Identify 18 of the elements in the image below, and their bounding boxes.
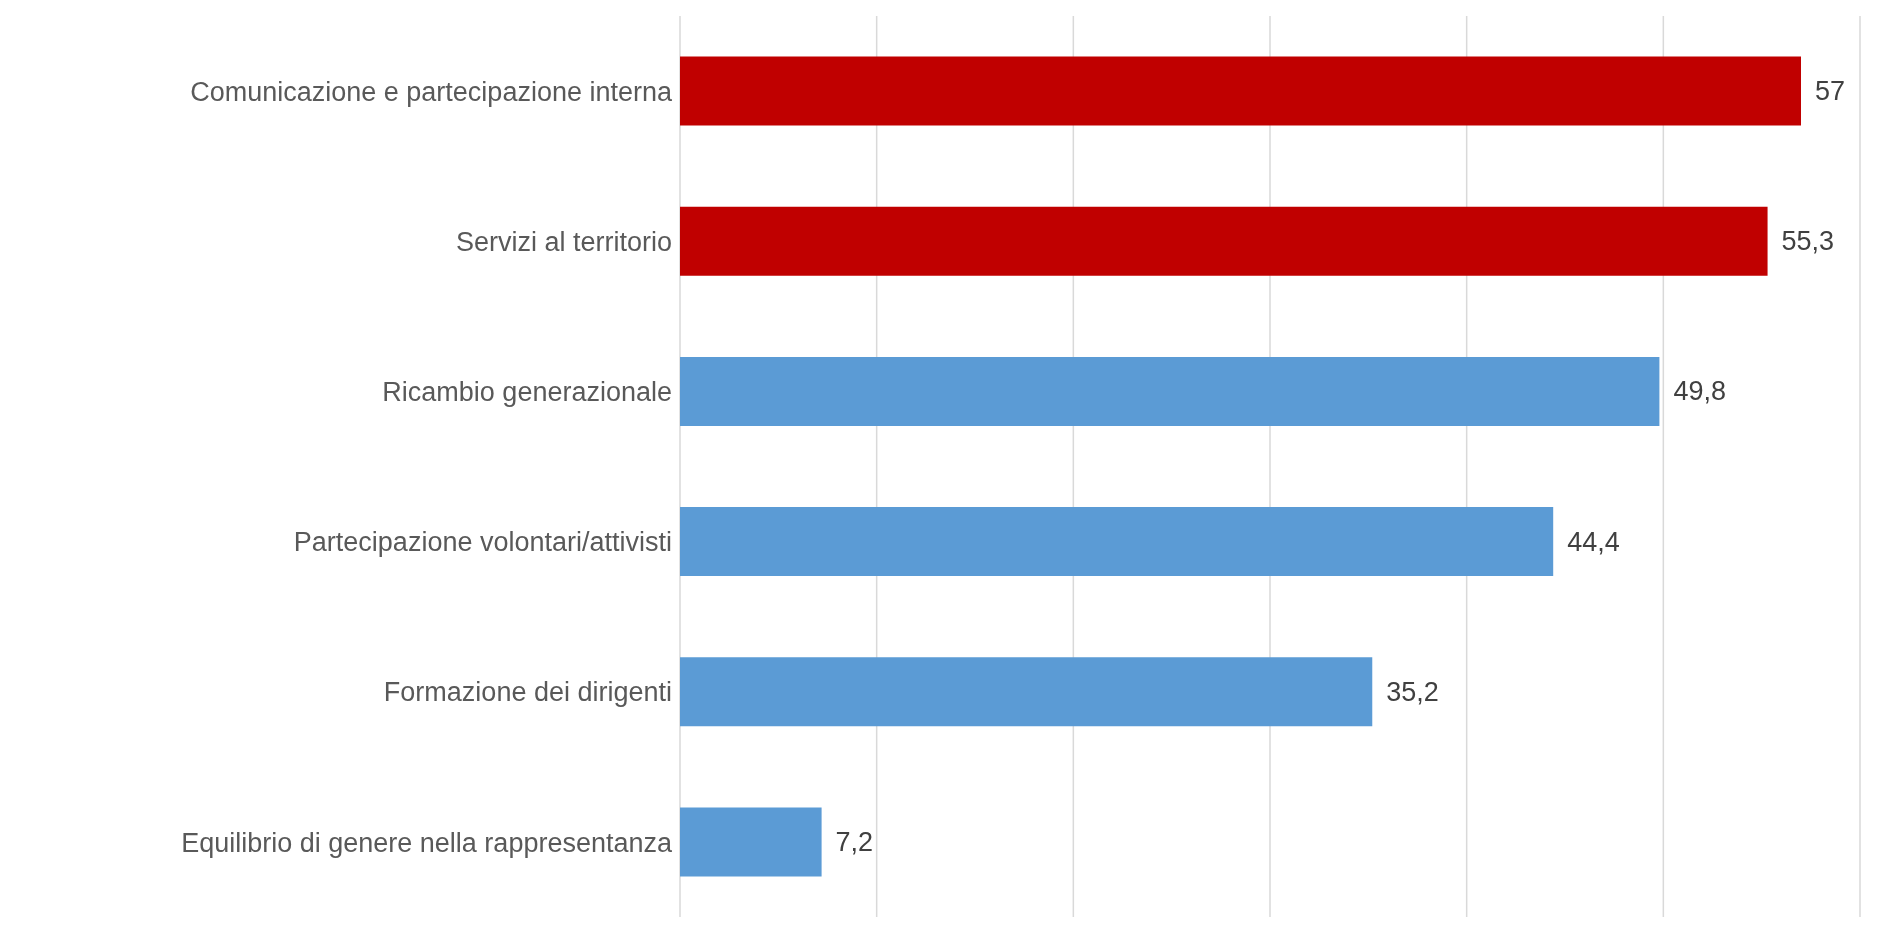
y-tick-label: Formazione dei dirigenti (383, 677, 672, 708)
data-label: 7,2 (835, 826, 874, 857)
y-tick-label: Servizi al territorio (455, 226, 672, 257)
data-label: 55,3 (1781, 226, 1835, 257)
data-label: 35,2 (1386, 676, 1439, 707)
y-tick-label: Comunicazione e partecipazione interna (190, 76, 673, 107)
data-label: 44,4 (1567, 526, 1620, 557)
bar (680, 206, 1768, 276)
bar (680, 507, 1554, 577)
y-tick-label: Ricambio generazionale (382, 377, 672, 407)
data-label: 57 (1815, 76, 1846, 107)
y-tick-label: Equilibrio di genere nella rappresentanza (181, 827, 673, 858)
bar (680, 56, 1801, 126)
y-tick-label: Partecipazione volontari/attivisti (293, 527, 672, 558)
bar (680, 356, 1660, 426)
bar (680, 657, 1373, 727)
bar (680, 807, 822, 877)
data-label: 49,8 (1673, 376, 1726, 407)
